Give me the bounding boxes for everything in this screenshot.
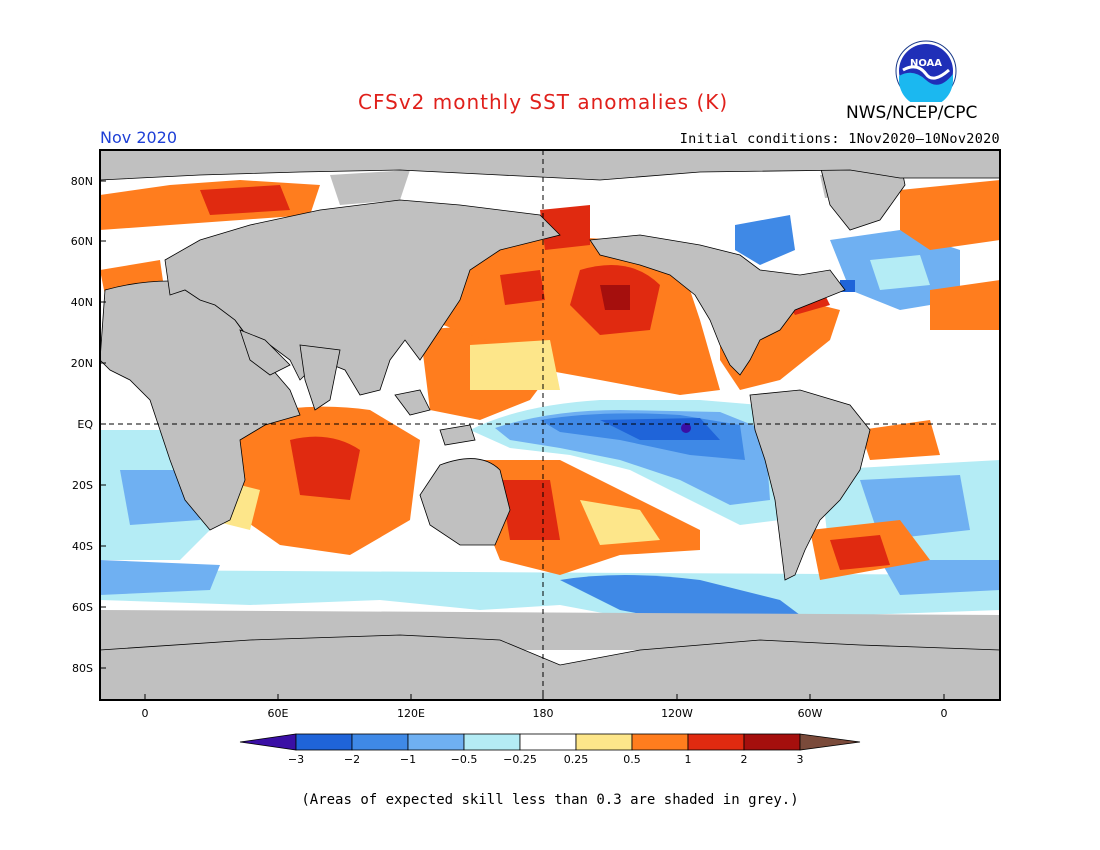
legend-arrow-high: [799, 733, 861, 751]
legend-swatch: [631, 733, 689, 751]
lat-tick-label: 20S: [72, 479, 93, 492]
lat-tick-label: 60N: [71, 235, 93, 248]
legend-swatch: [351, 733, 409, 751]
noaa-logo-icon: NOAA: [895, 40, 957, 102]
legend-tick-label: 0.5: [623, 753, 641, 766]
lat-tick-label: 80S: [72, 662, 93, 675]
lat-tick-label: EQ: [77, 418, 93, 431]
organization-label: NWS/NCEP/CPC: [846, 103, 978, 123]
lon-tick-label: 0: [142, 707, 149, 720]
longitude-axis: 0 60E 120E 180 120W 60W 0: [142, 694, 948, 720]
initial-conditions: Initial conditions: 1Nov2020—10Nov2020: [679, 131, 1000, 147]
legend-tick-label: 2: [741, 753, 748, 766]
legend-tick-label: 1: [685, 753, 692, 766]
lat-tick-label: 40N: [71, 296, 93, 309]
land-masses: [100, 150, 1000, 700]
lat-tick-label: 80N: [71, 175, 93, 188]
legend-swatch: [407, 733, 465, 751]
anomaly-fields: [100, 170, 1000, 650]
legend-tick-label: −2: [344, 753, 360, 766]
lon-tick-label: 0: [941, 707, 948, 720]
lat-tick-label: 40S: [72, 540, 93, 553]
legend-tick-label: −3: [288, 753, 304, 766]
legend-tick-label: 3: [797, 753, 804, 766]
lat-tick-label: 60S: [72, 601, 93, 614]
lat-tick-label: 20N: [71, 357, 93, 370]
lon-tick-label: 180: [533, 707, 554, 720]
lon-tick-label: 60E: [268, 707, 289, 720]
latitude-axis: 80N 60N 40N 20N EQ 20S 40S 60S 80S: [71, 175, 106, 675]
skill-note: (Areas of expected skill less than 0.3 a…: [301, 792, 799, 808]
lon-tick-label: 120W: [661, 707, 693, 720]
legend-swatch: [463, 733, 521, 751]
lon-tick-label: 120E: [397, 707, 425, 720]
lon-tick-label: 60W: [798, 707, 823, 720]
legend-tick-label: −0.5: [451, 753, 478, 766]
legend-swatch: [519, 733, 577, 751]
legend-tick-label: 0.25: [564, 753, 589, 766]
map-frame: [99, 149, 1001, 701]
legend-swatch: [743, 733, 801, 751]
legend-tick-label: −1: [400, 753, 416, 766]
legend-swatch: [687, 733, 745, 751]
legend-swatch: [575, 733, 633, 751]
color-legend: −3 −2 −1 −0.5 −0.25 0.25 0.5 1 2 3: [239, 733, 861, 766]
forecast-month: Nov 2020: [100, 128, 178, 147]
legend-swatch: [295, 733, 353, 751]
map-title: CFSv2 monthly SST anomalies (K): [358, 90, 729, 114]
legend-arrow-low: [239, 733, 297, 751]
logo-text: NOAA: [910, 58, 942, 69]
legend-tick-label: −0.25: [503, 753, 537, 766]
